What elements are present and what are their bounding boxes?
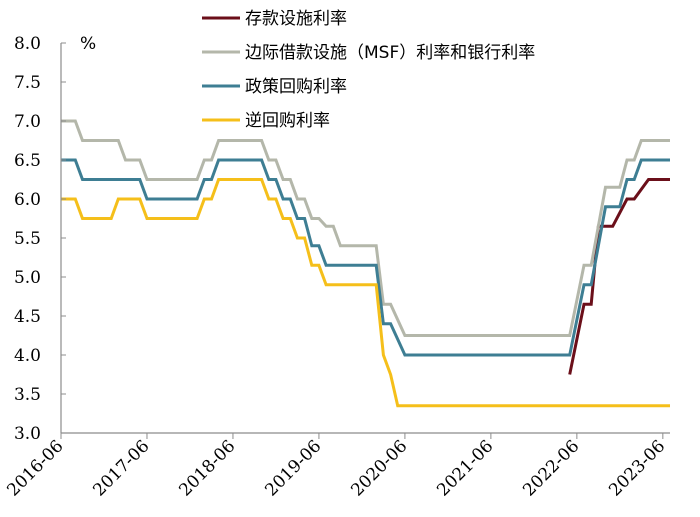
series-line-0 [568, 178, 670, 375]
x-tick-label: 2020-06 [347, 436, 411, 500]
legend-label-0: 存款设施利率 [245, 9, 347, 29]
y-tick-label: 6.5 [14, 151, 41, 171]
series-layer [61, 119, 670, 408]
x-tick-label: 2016-06 [3, 436, 67, 500]
y-tick-label: 8.0 [14, 34, 41, 54]
y-tick-label: 3.5 [14, 385, 41, 405]
y-tick-label: 5.0 [14, 268, 41, 288]
series-line-1 [61, 119, 670, 337]
x-tick-label: 2023-06 [605, 436, 669, 500]
y-tick-label: 7.5 [14, 73, 41, 93]
x-tick-label: 2019-06 [261, 436, 325, 500]
y-tick-label: 6.0 [14, 190, 41, 210]
x-tick-label: 2022-06 [519, 436, 583, 500]
y-tick-label: 4.0 [14, 346, 41, 366]
x-tick-label: 2018-06 [175, 436, 239, 500]
axes: 3.0 3.5 4.0 4.5 5.0 5.5 6.0 6.5 7.0 7.5 8.0 2016-06… [3, 34, 670, 500]
y-tick-label: 3.0 [14, 424, 41, 444]
x-tick-label: 2021-06 [433, 436, 497, 500]
y-tick-label: 5.5 [14, 229, 41, 249]
legend-label-3: 逆回购利率 [245, 111, 330, 131]
y-tick-label: 7.0 [14, 112, 41, 132]
legend-label-1: 边际借款设施（MSF）利率和银行利率 [245, 43, 535, 63]
y-axis-unit-label: % [80, 34, 96, 54]
y-tick-label: 4.5 [14, 307, 41, 327]
x-tick-label: 2017-06 [89, 436, 153, 500]
legend-label-2: 政策回购利率 [245, 77, 347, 97]
series-line-2 [61, 158, 670, 357]
series-line-3 [61, 178, 670, 408]
